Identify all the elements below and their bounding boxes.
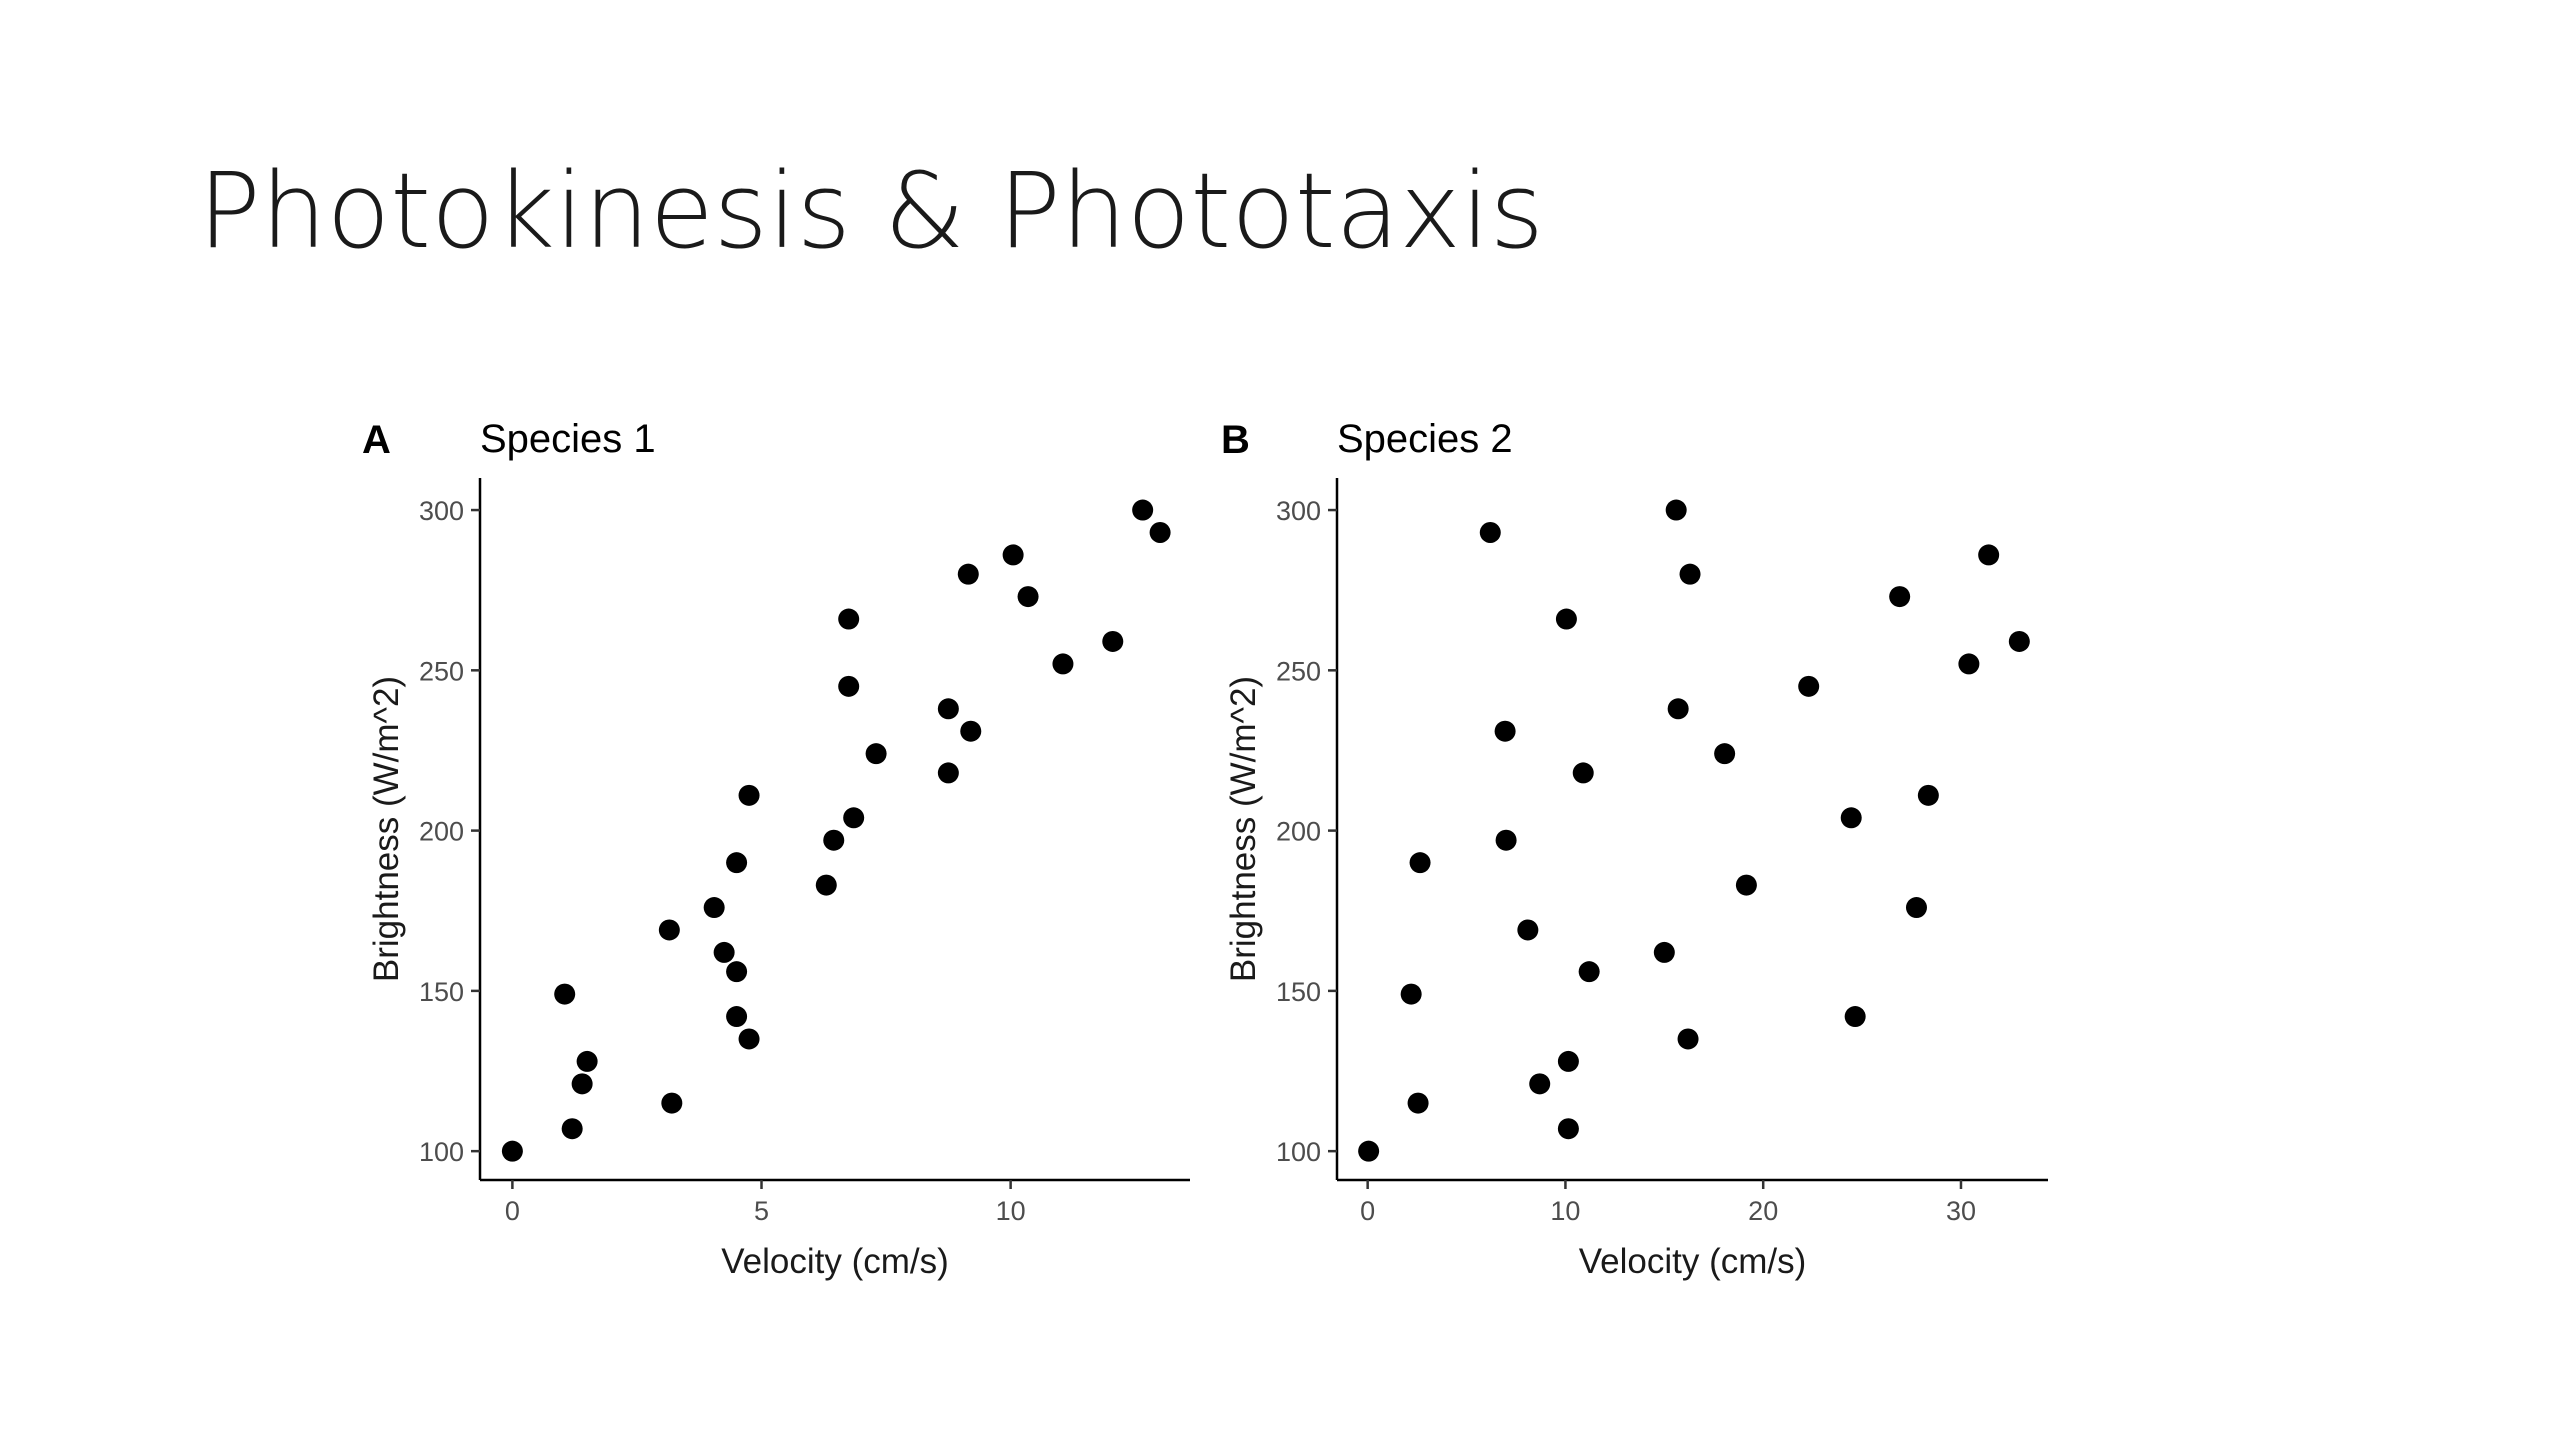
panel-title: Species 1 bbox=[480, 417, 656, 461]
x-axis-label: Velocity (cm/s) bbox=[721, 1242, 949, 1281]
data-point bbox=[713, 941, 735, 963]
data-point bbox=[1572, 762, 1594, 784]
y-tick-label: 150 bbox=[419, 977, 464, 1007]
data-point bbox=[1578, 961, 1600, 983]
data-point bbox=[1889, 586, 1911, 608]
data-point bbox=[1529, 1073, 1551, 1095]
data-point bbox=[1978, 544, 2000, 566]
y-tick-label: 100 bbox=[1276, 1137, 1321, 1167]
panel-title: Species 2 bbox=[1337, 417, 1513, 461]
data-point bbox=[1002, 544, 1024, 566]
data-point bbox=[1557, 1118, 1579, 1140]
data-point bbox=[1798, 675, 1820, 697]
y-axis-label: Brightness (W/m^2) bbox=[1224, 676, 1263, 982]
data-point bbox=[957, 563, 979, 585]
data-point bbox=[1358, 1140, 1380, 1162]
data-point bbox=[554, 983, 576, 1005]
data-point bbox=[838, 608, 860, 630]
y-tick-label: 100 bbox=[419, 1137, 464, 1167]
y-tick-label: 250 bbox=[1276, 656, 1321, 686]
y-tick-label: 250 bbox=[419, 656, 464, 686]
data-point bbox=[865, 743, 887, 765]
data-point bbox=[1917, 784, 1939, 806]
data-point bbox=[1665, 499, 1687, 521]
x-tick-label: 0 bbox=[505, 1196, 520, 1226]
x-tick-label: 20 bbox=[1748, 1196, 1778, 1226]
x-tick-label: 10 bbox=[996, 1196, 1026, 1226]
data-point bbox=[937, 698, 959, 720]
data-point bbox=[658, 919, 680, 941]
panel-b: B Species 2 100 150 200 250 300 0 10 20 30 Velocity… bbox=[1221, 417, 2048, 1281]
x-tick-label: 5 bbox=[754, 1196, 769, 1226]
data-point bbox=[937, 762, 959, 784]
data-point bbox=[1653, 941, 1675, 963]
data-point bbox=[1679, 563, 1701, 585]
data-point bbox=[1479, 521, 1501, 543]
data-point bbox=[726, 1006, 748, 1028]
y-axis-label: Brightness (W/m^2) bbox=[367, 676, 406, 982]
data-point bbox=[1714, 743, 1736, 765]
panel-letter: B bbox=[1221, 418, 1250, 462]
data-point bbox=[1677, 1028, 1699, 1050]
data-point bbox=[726, 961, 748, 983]
data-point bbox=[1517, 919, 1539, 941]
y-tick-label: 300 bbox=[419, 496, 464, 526]
data-point bbox=[1557, 1050, 1579, 1072]
y-tick-label: 200 bbox=[419, 817, 464, 847]
data-point bbox=[1132, 499, 1154, 521]
data-point bbox=[1495, 829, 1517, 851]
data-point bbox=[1555, 608, 1577, 630]
data-point bbox=[1409, 852, 1431, 874]
data-point bbox=[815, 874, 837, 896]
data-point bbox=[576, 1050, 598, 1072]
data-point bbox=[1840, 807, 1862, 829]
y-tick-label: 200 bbox=[1276, 817, 1321, 847]
y-tick-label: 150 bbox=[1276, 977, 1321, 1007]
data-point bbox=[843, 807, 865, 829]
data-point bbox=[1052, 653, 1074, 675]
data-point bbox=[1667, 698, 1689, 720]
x-tick-label: 10 bbox=[1550, 1196, 1580, 1226]
data-point bbox=[1102, 630, 1124, 652]
data-point bbox=[571, 1073, 593, 1095]
x-tick-label: 0 bbox=[1360, 1196, 1375, 1226]
panel-letter: A bbox=[362, 418, 391, 462]
data-point bbox=[661, 1092, 683, 1114]
data-point bbox=[1407, 1092, 1429, 1114]
data-point bbox=[1958, 653, 1980, 675]
data-point bbox=[838, 675, 860, 697]
data-point bbox=[1400, 983, 1422, 1005]
data-point bbox=[726, 852, 748, 874]
data-point bbox=[738, 1028, 760, 1050]
x-tick-label: 30 bbox=[1946, 1196, 1976, 1226]
x-axis-label: Velocity (cm/s) bbox=[1579, 1242, 1807, 1281]
data-point bbox=[1017, 586, 1039, 608]
data-point bbox=[1494, 720, 1516, 742]
slide-title: Photokinesis & Phototaxis bbox=[198, 150, 1544, 272]
panel-a: A Species 1 100 150 200 250 300 0 5 10 Velocity (c… bbox=[362, 417, 1190, 1281]
data-point bbox=[2008, 630, 2030, 652]
data-point bbox=[823, 829, 845, 851]
data-point bbox=[1149, 521, 1171, 543]
y-tick-label: 300 bbox=[1276, 496, 1321, 526]
data-point bbox=[738, 784, 760, 806]
data-point bbox=[1905, 897, 1927, 919]
data-point bbox=[1844, 1006, 1866, 1028]
data-point bbox=[561, 1118, 583, 1140]
data-point bbox=[501, 1140, 523, 1162]
data-point bbox=[1735, 874, 1757, 896]
data-point bbox=[703, 897, 725, 919]
data-point bbox=[960, 720, 982, 742]
